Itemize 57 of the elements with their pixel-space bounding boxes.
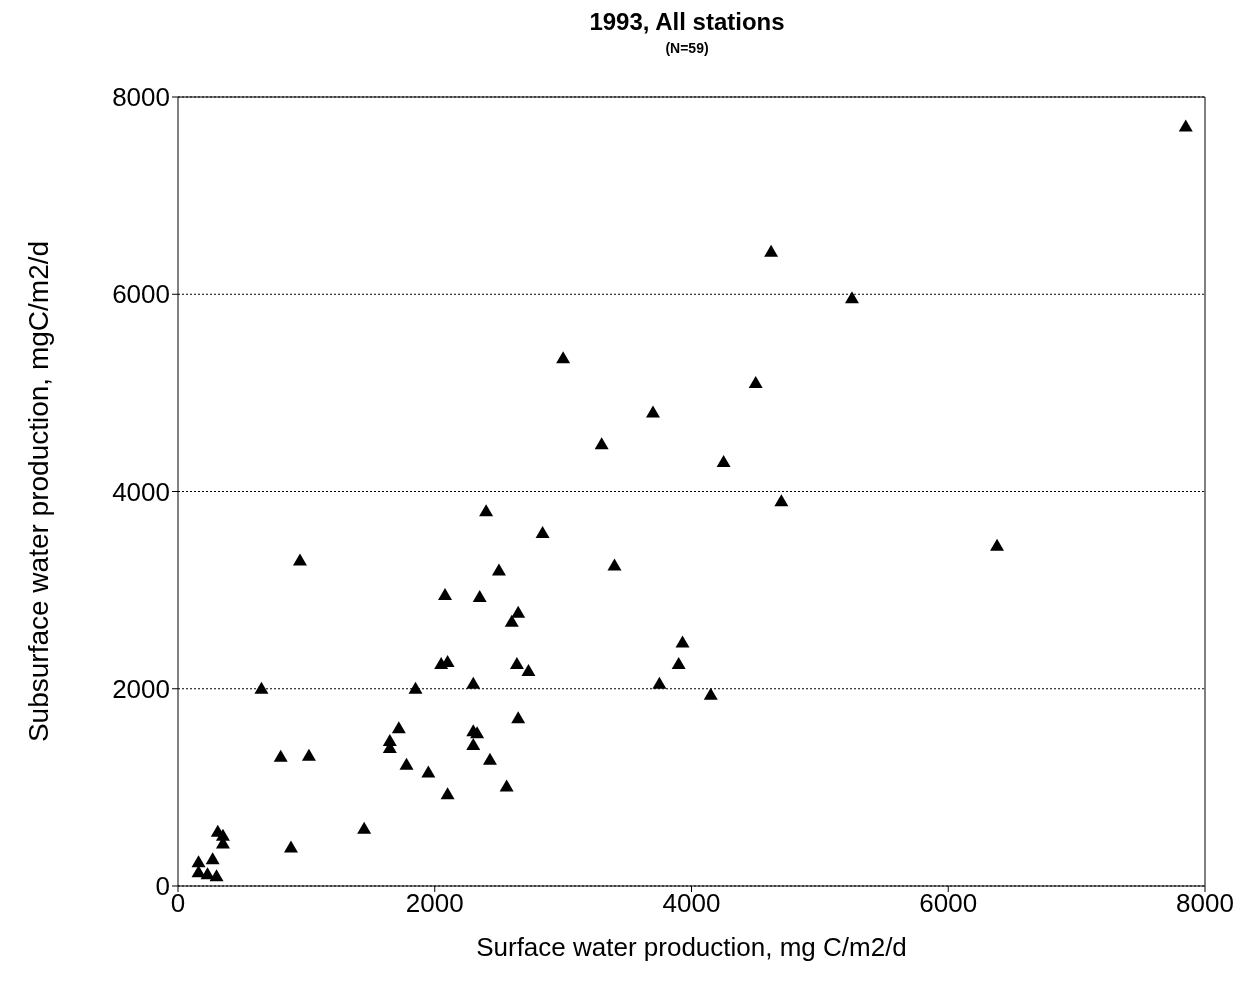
point — [774, 494, 789, 507]
point — [764, 244, 779, 257]
point — [472, 590, 487, 603]
point — [535, 525, 550, 538]
point — [466, 676, 481, 689]
point — [652, 676, 667, 689]
point — [671, 657, 686, 670]
point — [1178, 119, 1193, 132]
point — [521, 664, 536, 676]
point — [209, 869, 224, 882]
x-tick-label: 4000 — [662, 888, 721, 919]
point — [499, 779, 514, 792]
point — [504, 614, 519, 627]
x-tick-label: 8000 — [1176, 888, 1234, 919]
point — [556, 351, 571, 364]
point — [254, 681, 269, 694]
point — [479, 504, 494, 517]
chart-title: 1993, All stations — [588, 8, 786, 36]
x-tick-label: 2000 — [405, 888, 464, 919]
point — [421, 765, 436, 778]
point — [292, 553, 307, 566]
y-tick-label: 6000 — [112, 279, 170, 310]
chart-subtitle: (N=59) — [664, 40, 710, 56]
point — [408, 681, 423, 694]
point — [399, 757, 414, 770]
point — [391, 721, 406, 734]
point — [466, 737, 481, 750]
point — [491, 563, 506, 576]
point — [990, 538, 1005, 551]
point — [675, 635, 690, 648]
point — [607, 558, 622, 571]
y-axis-title: Subsurface water production, mgC/m2/d — [22, 240, 54, 743]
point — [594, 437, 609, 450]
point — [703, 687, 718, 700]
x-axis-title: Surface water production, mg C/m2/d — [476, 932, 907, 962]
point — [191, 855, 206, 868]
y-tick-label: 8000 — [112, 82, 170, 113]
y-tick-label: 4000 — [112, 476, 170, 507]
point — [716, 454, 731, 467]
point — [748, 376, 763, 389]
point — [509, 657, 524, 670]
point — [844, 291, 859, 304]
point — [357, 821, 372, 834]
point — [470, 726, 485, 739]
point — [301, 748, 316, 761]
point — [200, 867, 215, 880]
y-tick-label: 2000 — [112, 673, 170, 704]
x-tick-label: 6000 — [919, 888, 978, 919]
point — [283, 840, 298, 853]
point — [511, 711, 526, 724]
point — [645, 405, 660, 418]
point — [482, 752, 497, 765]
point — [205, 852, 220, 865]
point — [440, 787, 455, 800]
point — [511, 605, 526, 618]
point — [273, 749, 288, 762]
point — [438, 588, 453, 601]
